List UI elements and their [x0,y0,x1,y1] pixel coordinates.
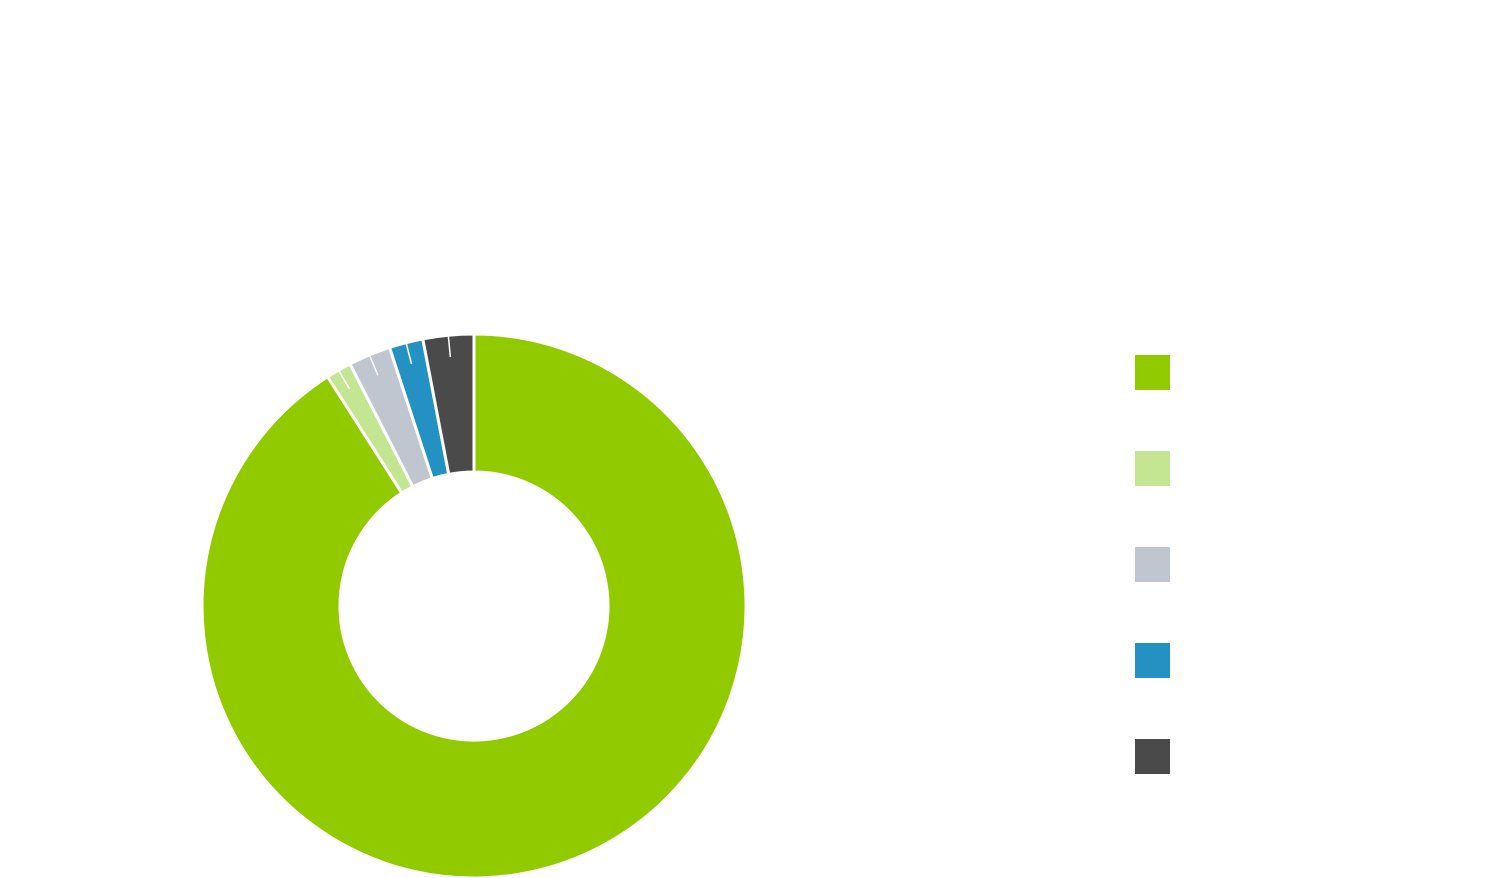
legend-item-2 [1135,451,1182,486]
legend-swatch-3 [1135,547,1170,582]
donut-slices [200,332,748,878]
legend-swatch-2 [1135,451,1170,486]
legend-swatch-4 [1135,643,1170,678]
donut-slice-1 [200,332,748,878]
legend-item-5 [1135,739,1182,774]
donut-slice-5 [421,332,476,477]
legend-swatch-5 [1135,739,1170,774]
leader-line-2 [336,367,351,390]
leader-lines [336,333,452,390]
legend-item-3 [1135,547,1182,582]
legend-swatch-1 [1135,355,1170,390]
legend [1135,355,1182,835]
legend-item-4 [1135,643,1182,678]
leader-line-5 [447,333,452,358]
legend-item-1 [1135,355,1182,390]
leader-line-4 [404,340,413,365]
leader-line-3 [367,352,379,376]
